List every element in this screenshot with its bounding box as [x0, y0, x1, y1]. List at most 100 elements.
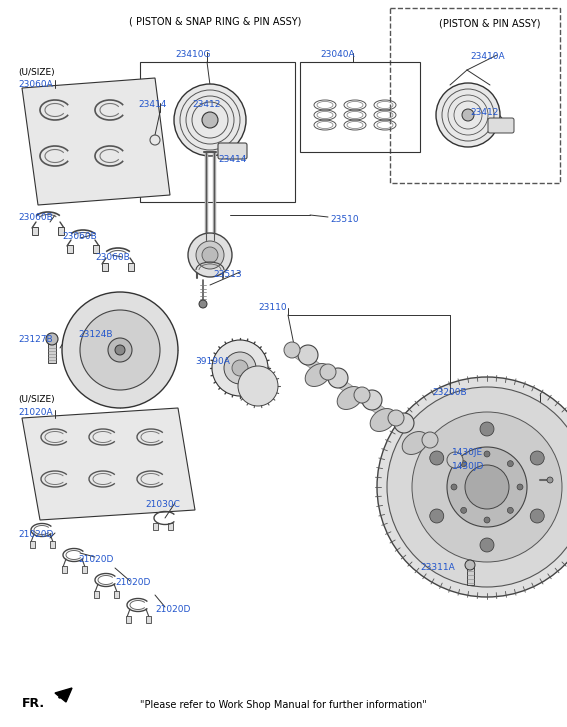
Circle shape [362, 390, 382, 410]
Circle shape [115, 345, 125, 355]
Text: 23412: 23412 [192, 100, 221, 109]
Circle shape [436, 83, 500, 147]
Text: 23510: 23510 [330, 215, 358, 224]
Bar [50, 541, 55, 548]
Circle shape [507, 461, 513, 467]
Text: (PISTON & PIN ASSY): (PISTON & PIN ASSY) [439, 18, 541, 28]
Text: 23414: 23414 [218, 155, 247, 164]
Circle shape [108, 338, 132, 362]
Text: 23410A: 23410A [470, 52, 505, 61]
Circle shape [460, 507, 467, 513]
Circle shape [196, 241, 224, 269]
Polygon shape [22, 408, 195, 520]
Text: 23124B: 23124B [78, 330, 112, 339]
Circle shape [354, 387, 370, 403]
Circle shape [377, 377, 567, 597]
Circle shape [462, 109, 474, 121]
Circle shape [188, 233, 232, 277]
Circle shape [507, 507, 513, 513]
Circle shape [46, 333, 58, 345]
Text: 23060A: 23060A [18, 80, 53, 89]
Circle shape [451, 484, 457, 490]
Circle shape [238, 366, 278, 406]
Bar [67, 245, 73, 253]
Circle shape [80, 310, 160, 390]
Circle shape [298, 345, 318, 365]
Bar [140, 62, 295, 202]
Circle shape [484, 451, 490, 457]
Circle shape [320, 364, 336, 380]
Text: (U/SIZE): (U/SIZE) [18, 68, 54, 77]
Circle shape [412, 412, 562, 562]
Bar [300, 62, 420, 152]
Ellipse shape [337, 387, 363, 409]
Ellipse shape [402, 432, 428, 454]
Circle shape [530, 509, 544, 523]
FancyBboxPatch shape [48, 341, 56, 363]
Text: 23060B: 23060B [62, 232, 97, 241]
Bar [30, 541, 35, 548]
Circle shape [224, 352, 256, 384]
Bar [93, 245, 99, 253]
Bar [82, 566, 87, 573]
Text: 23110: 23110 [258, 303, 287, 312]
Bar [102, 263, 108, 271]
Text: "Please refer to Work Shop Manual for further information": "Please refer to Work Shop Manual for fu… [139, 700, 426, 710]
Circle shape [328, 368, 348, 388]
Ellipse shape [370, 409, 396, 431]
Text: 23410G: 23410G [175, 50, 210, 59]
Text: 21020D: 21020D [155, 605, 191, 614]
Circle shape [199, 300, 207, 308]
Circle shape [62, 292, 178, 408]
Polygon shape [55, 688, 72, 702]
Text: 21030C: 21030C [145, 500, 180, 509]
FancyBboxPatch shape [218, 143, 247, 159]
Ellipse shape [305, 364, 331, 387]
Circle shape [387, 387, 567, 587]
Text: 23060B: 23060B [95, 253, 130, 262]
Bar [94, 591, 99, 598]
Circle shape [284, 342, 300, 358]
Text: 21020A: 21020A [18, 408, 53, 417]
Circle shape [447, 447, 527, 527]
Circle shape [547, 477, 553, 483]
Text: 23513: 23513 [213, 270, 242, 279]
Circle shape [430, 451, 444, 465]
Text: 23040A: 23040A [320, 50, 354, 59]
Text: 1430JD: 1430JD [452, 462, 484, 471]
Text: 23311A: 23311A [420, 563, 455, 572]
Text: 23412: 23412 [470, 108, 498, 117]
Circle shape [465, 560, 475, 570]
Circle shape [174, 84, 246, 156]
Circle shape [232, 360, 248, 376]
Circle shape [202, 112, 218, 128]
Circle shape [430, 509, 444, 523]
Text: 39190A: 39190A [195, 357, 230, 366]
Circle shape [460, 461, 467, 467]
Bar [128, 263, 134, 271]
Circle shape [202, 247, 218, 263]
Bar [153, 523, 158, 530]
Circle shape [480, 538, 494, 552]
Bar [58, 227, 64, 235]
Circle shape [484, 517, 490, 523]
Circle shape [480, 422, 494, 436]
Text: 21020D: 21020D [78, 555, 113, 564]
Circle shape [394, 413, 414, 433]
Text: 23414: 23414 [138, 100, 166, 109]
Bar [32, 227, 38, 235]
Circle shape [530, 451, 544, 465]
Polygon shape [22, 78, 170, 205]
Bar [146, 616, 151, 623]
FancyBboxPatch shape [467, 567, 474, 585]
Text: FR.: FR. [22, 697, 45, 710]
Bar [62, 566, 67, 573]
Bar [114, 591, 119, 598]
Text: 23060B: 23060B [18, 213, 53, 222]
Circle shape [388, 410, 404, 426]
Circle shape [212, 340, 268, 396]
FancyBboxPatch shape [488, 118, 514, 133]
Circle shape [465, 465, 509, 509]
Text: 23127B: 23127B [18, 335, 53, 344]
Bar [126, 616, 131, 623]
